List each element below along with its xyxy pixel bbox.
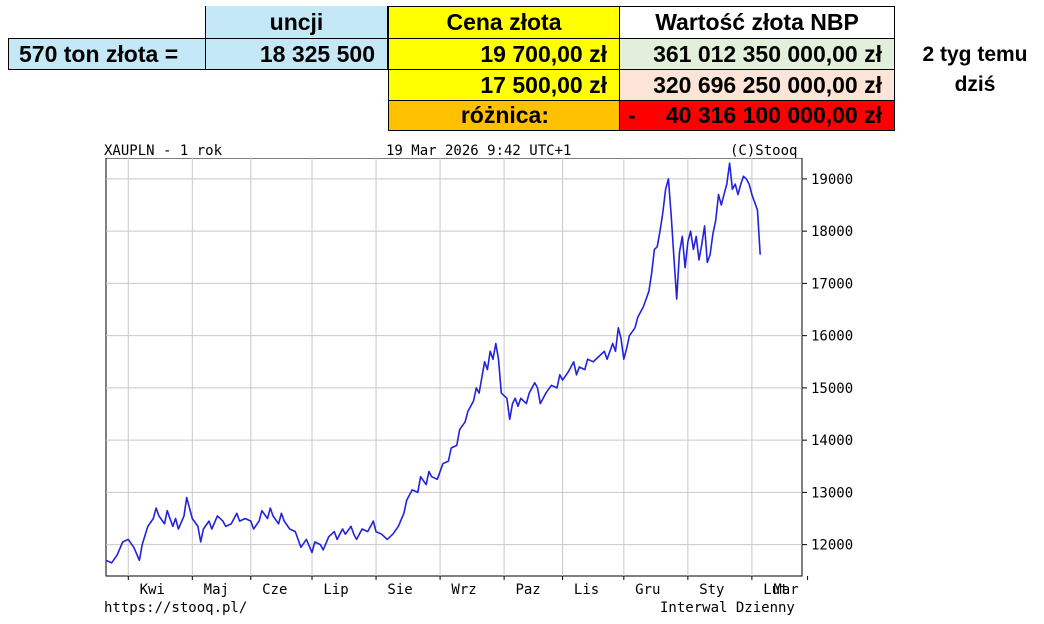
header-unci-cell: uncji bbox=[205, 6, 388, 39]
row1-label-cell: 570 ton złota = bbox=[8, 38, 206, 70]
y-tick-label: 16000 bbox=[811, 329, 853, 345]
chart-footer-url[interactable]: https://stooq.pl/ bbox=[104, 600, 248, 616]
row2-wartosc-cell: 320 696 250 000,00 zł bbox=[619, 69, 895, 101]
y-tick-label: 17000 bbox=[811, 276, 853, 292]
header-cena: Cena złota bbox=[446, 9, 562, 35]
chart-panel: XAUPLN - 1 rok 19 Mar 2026 9:42 UTC+1 (C… bbox=[90, 138, 876, 624]
chart-footer-interval: Interwal Dzienny bbox=[660, 600, 795, 616]
y-tick-label: 14000 bbox=[811, 433, 853, 449]
header-unci: uncji bbox=[269, 8, 324, 35]
header-wartosc: Wartość złota NBP bbox=[655, 9, 859, 35]
row1-wartosc-cell: 361 012 350 000,00 zł bbox=[619, 38, 895, 70]
y-tick-label: 19000 bbox=[811, 172, 853, 188]
price-series-line bbox=[105, 162, 761, 564]
row3-sign: - bbox=[628, 102, 636, 128]
plot-area bbox=[105, 158, 803, 577]
x-tick-label: Maj bbox=[204, 582, 229, 598]
row1-unci: 18 325 500 bbox=[259, 40, 375, 67]
chart-copyright: (C)Stooq bbox=[730, 143, 798, 159]
x-tick-label: Mar bbox=[773, 582, 798, 598]
price-chart: 12000 13000 14000 15000 16000 17000 18000 19000… bbox=[105, 158, 853, 598]
row2-cena-cell: 17 500,00 zł bbox=[388, 69, 620, 101]
chart-title: XAUPLN - 1 rok bbox=[104, 143, 223, 159]
row1-cena-cell: 19 700,00 zł bbox=[388, 38, 620, 70]
x-tick-label: Wrz bbox=[451, 582, 476, 598]
row1-unci-cell: 18 325 500 bbox=[205, 38, 388, 70]
header-wartosc-cell: Wartość złota NBP bbox=[619, 6, 895, 39]
x-tick-label: Lut bbox=[763, 582, 788, 598]
y-tick-label: 13000 bbox=[811, 485, 853, 501]
header-cena-cell: Cena złota bbox=[388, 6, 620, 39]
y-tick-label: 18000 bbox=[811, 224, 853, 240]
row3-label: różnica: bbox=[460, 102, 549, 128]
row1-label: 570 ton złota = bbox=[19, 40, 179, 67]
x-tick-label: Cze bbox=[262, 582, 287, 598]
row2-cena: 17 500,00 zł bbox=[480, 71, 607, 98]
x-tick-label: Lip bbox=[323, 582, 348, 598]
row1-wartosc: 361 012 350 000,00 zł bbox=[653, 40, 882, 67]
x-tick-label: Lis bbox=[574, 582, 599, 598]
side-label-dzis: dziś bbox=[954, 73, 996, 96]
row3-value: 40 316 100 000,00 zł bbox=[665, 102, 882, 128]
y-tick-label: 15000 bbox=[811, 381, 853, 397]
x-tick-label: Sie bbox=[387, 582, 412, 598]
row2-wartosc: 320 696 250 000,00 zł bbox=[653, 71, 882, 98]
x-tick-label: Gru bbox=[635, 582, 660, 598]
y-tick-label: 12000 bbox=[811, 538, 853, 554]
row1-cena: 19 700,00 zł bbox=[480, 40, 607, 67]
side-label-2-tyg: 2 tyg temu bbox=[922, 43, 1028, 66]
chart-timestamp: 19 Mar 2026 9:42 UTC+1 bbox=[386, 143, 572, 159]
x-tick-label: Paz bbox=[515, 582, 540, 598]
row3-label-cell: różnica: bbox=[388, 100, 620, 131]
x-tick-label: Sty bbox=[699, 582, 724, 598]
x-tick-label: Kwi bbox=[140, 582, 165, 598]
row3-value-cell: - 40 316 100 000,00 zł bbox=[619, 100, 895, 131]
